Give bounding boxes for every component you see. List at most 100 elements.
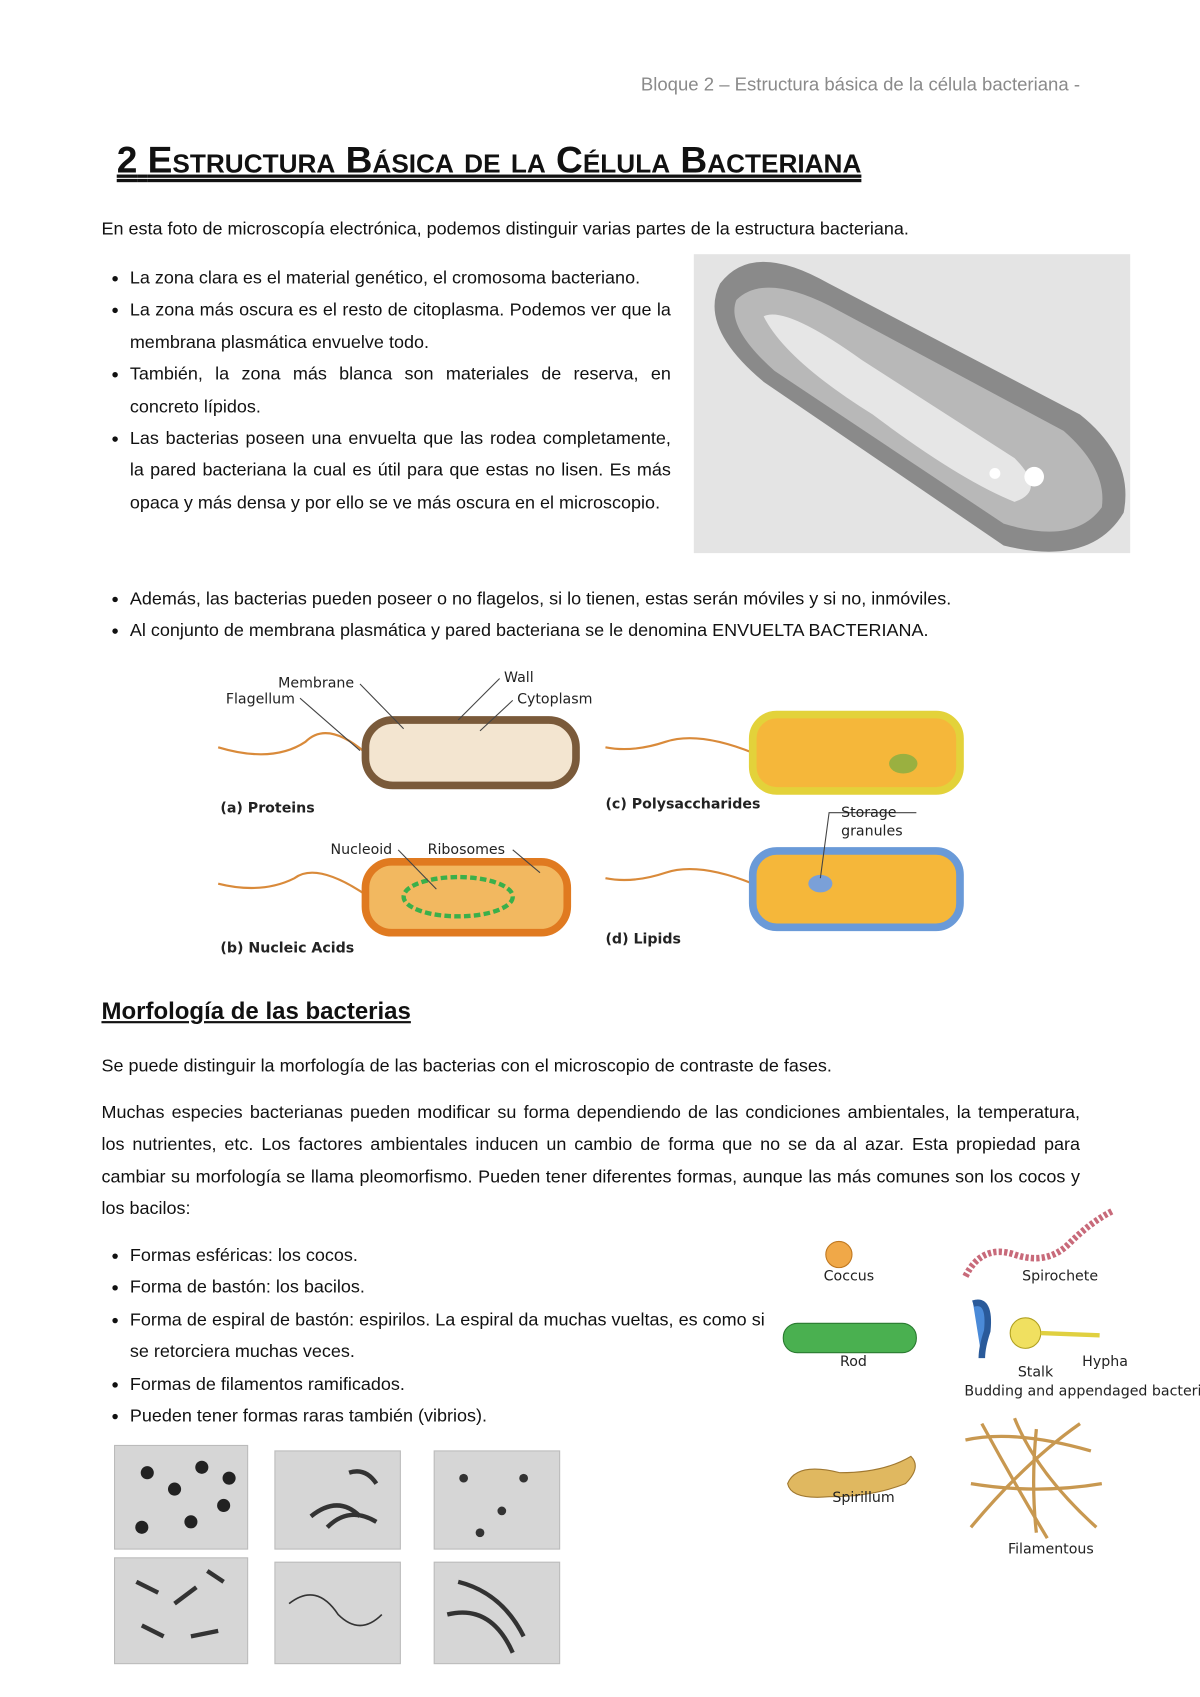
label: Nucleoid — [331, 842, 393, 858]
bullet: Formas de filamentos ramificados. — [130, 1369, 765, 1401]
label: Wall — [504, 670, 534, 686]
illustration-shape — [167, 1482, 182, 1496]
illustration-shape — [605, 868, 754, 885]
illustration-shape — [433, 1450, 561, 1550]
illustration-shape — [195, 1460, 209, 1474]
illustration-shape — [479, 699, 514, 732]
illustration-shape — [217, 732, 367, 756]
illustration-shape — [989, 467, 1001, 479]
illustration-shape — [184, 1515, 198, 1529]
illustration-shape — [140, 1623, 165, 1639]
label: Ribosomes — [428, 842, 505, 858]
illustration-shape — [748, 847, 964, 932]
bullet: Forma de espiral de bastón: espirilos. L… — [130, 1305, 765, 1369]
label: Rod — [840, 1354, 867, 1370]
label: granules — [841, 824, 903, 840]
paragraph: Muchas especies bacterianas pueden modif… — [101, 1102, 1080, 1219]
intro: En esta foto de microscopía electrónica,… — [101, 219, 909, 239]
illustration-shape — [288, 1594, 383, 1627]
illustration-shape — [825, 1240, 853, 1269]
illustration-shape — [348, 1469, 379, 1485]
illustration-shape — [135, 1520, 149, 1534]
label: Cytoplasm — [517, 692, 592, 708]
illustration-shape — [748, 710, 964, 795]
illustration-shape — [173, 1585, 198, 1606]
label: Spirochete — [1022, 1269, 1098, 1285]
illustration-shape — [113, 1444, 561, 1665]
illustration-shape — [972, 1299, 992, 1359]
illustration-shape — [222, 1471, 236, 1485]
caption: (a) Proteins — [220, 801, 314, 817]
bullet: Al conjunto de membrana plasmática y par… — [130, 616, 1112, 648]
illustration-shape — [782, 1322, 917, 1354]
illustration-shape — [965, 1417, 1103, 1540]
illustration-shape — [965, 1434, 1092, 1453]
bullet-list: Formas esféricas: los cocos. Forma de ba… — [101, 1240, 765, 1432]
bullet: También, la zona más blanca son material… — [130, 359, 671, 423]
illustration-shape — [1032, 1428, 1038, 1533]
illustration-shape — [980, 1422, 1049, 1540]
illustration-shape — [475, 1528, 485, 1538]
bullet-list: La zona clara es el material genético, e… — [101, 263, 671, 520]
illustration-shape — [113, 1557, 249, 1665]
title-text: Estructura Básica de la Célula Bacterian… — [147, 139, 862, 182]
illustration-shape — [359, 683, 405, 730]
illustration-shape — [1024, 466, 1044, 487]
illustration-shape — [217, 1498, 231, 1512]
bullet: La zona más oscura es el resto de citopl… — [130, 295, 671, 359]
illustration-shape — [401, 874, 515, 919]
caption: (d) Lipids — [605, 932, 681, 948]
illustration-shape — [1009, 1317, 1042, 1349]
illustration-shape — [808, 874, 833, 893]
illustration-shape — [969, 1422, 1081, 1529]
illustration-shape — [457, 678, 501, 721]
illustration-shape — [1013, 1417, 1098, 1529]
illustration-shape — [206, 1569, 225, 1584]
header: Bloque 2 – Estructura básica de la célul… — [640, 74, 1080, 95]
illustration-shape — [135, 1579, 160, 1595]
label: Hypha — [1082, 1354, 1128, 1370]
illustration-shape — [787, 1455, 916, 1498]
illustration-shape — [217, 871, 367, 896]
label: Membrane — [278, 675, 354, 691]
illustration-shape — [512, 849, 541, 874]
illustration-shape — [135, 1469, 526, 1654]
illustration-shape — [217, 732, 754, 896]
illustration-shape — [361, 716, 580, 790]
label: Flagellum — [226, 692, 295, 708]
illustration-shape — [446, 1610, 515, 1654]
label: Filamentous — [1008, 1541, 1094, 1557]
bullet-list: Además, las bacterias pueden poseer o no… — [101, 584, 1111, 648]
bullet: Formas esféricas: los cocos. — [130, 1240, 765, 1272]
illustration-shape — [361, 857, 572, 937]
label: Storage — [841, 805, 896, 821]
label: Coccus — [824, 1269, 875, 1285]
bullet: Forma de bastón: los bacilos. — [130, 1272, 765, 1304]
label: Stalk — [1018, 1365, 1054, 1381]
illustration-shape — [519, 1473, 528, 1483]
title: 2 Estructura Básica de la Célula Bacteri… — [117, 140, 862, 183]
bullet: Además, las bacterias pueden poseer o no… — [130, 584, 1112, 616]
title-number: 2 — [116, 139, 138, 182]
bullet: Las bacterias poseen una envuelta que la… — [130, 423, 671, 519]
paragraph: Se puede distinguir la morfología de las… — [101, 1055, 832, 1076]
illustration-shape — [605, 737, 754, 754]
illustration-shape — [459, 1473, 468, 1483]
illustration-shape — [135, 1460, 236, 1534]
caption: (b) Nucleic Acids — [220, 940, 354, 956]
label: Spirillum — [832, 1490, 894, 1506]
illustration-shape — [113, 1444, 249, 1550]
section-heading: Morfología de las bacterias — [101, 997, 411, 1025]
illustration-shape — [889, 753, 918, 774]
illustration-shape — [459, 1473, 528, 1538]
illustration-shape — [1040, 1330, 1100, 1338]
illustration-shape — [299, 678, 917, 890]
illustration-shape — [397, 849, 437, 890]
illustration-shape — [274, 1450, 401, 1550]
caption: (c) Polysaccharides — [605, 796, 760, 812]
illustration-shape — [299, 697, 361, 751]
illustration-shape — [190, 1628, 219, 1639]
illustration-shape — [497, 1506, 507, 1516]
